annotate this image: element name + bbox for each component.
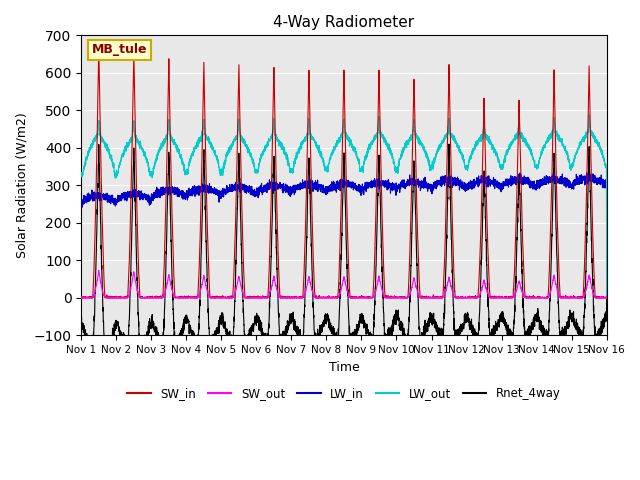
Text: MB_tule: MB_tule xyxy=(92,43,147,56)
X-axis label: Time: Time xyxy=(328,360,359,373)
Title: 4-Way Radiometer: 4-Way Radiometer xyxy=(273,15,415,30)
Legend: SW_in, SW_out, LW_in, LW_out, Rnet_4way: SW_in, SW_out, LW_in, LW_out, Rnet_4way xyxy=(122,382,565,404)
Y-axis label: Solar Radiation (W/m2): Solar Radiation (W/m2) xyxy=(15,112,28,258)
